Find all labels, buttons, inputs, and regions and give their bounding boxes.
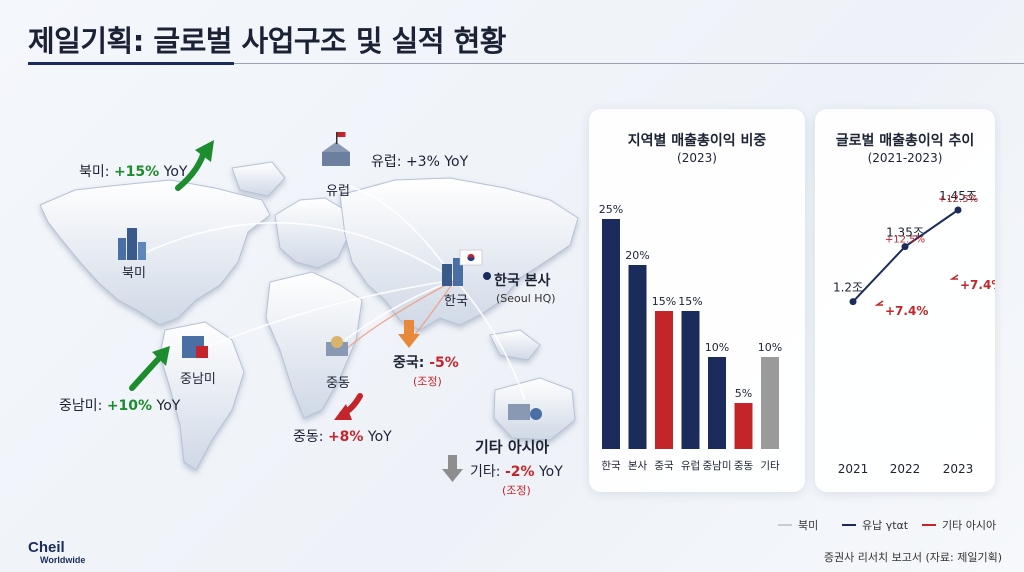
legend-label: 유납 γtαt (862, 519, 909, 532)
bar-value-label: 15% (678, 295, 702, 308)
line-chart-title: 글로벌 매출총이익 추이 (835, 133, 975, 149)
data-point (901, 243, 909, 251)
other-asia-building-icon (508, 404, 542, 420)
europe-building-icon (322, 132, 350, 166)
bar (761, 357, 779, 449)
bar (708, 357, 726, 449)
landmass-europe (274, 197, 351, 269)
other-down-arrow-icon (442, 455, 463, 482)
point-value-label: 1.45조 (939, 189, 977, 203)
region-label-korea: 한국 (444, 294, 468, 309)
world-map (39, 132, 579, 482)
hq-name: 한국 본사 (494, 273, 551, 289)
legend-label: 기타 아시아 (942, 519, 997, 532)
line-chart-subtitle: (2021-2023) (867, 151, 943, 165)
china-down-arrow-icon (398, 320, 420, 348)
bar-chart: 25% 한국 20% 본사 15% 중국 15% 유럽 10% 중남미 5% 중동 10% 기타 (599, 203, 782, 472)
growth-north-america: 북미: +15% YoY (79, 164, 188, 180)
data-point (849, 298, 857, 306)
landmass-southeast-asia (489, 329, 541, 361)
latin-america-building-icon (182, 336, 208, 358)
point-value-label: 1.2조 (833, 281, 863, 295)
x-tick-label: 2023 (943, 462, 974, 476)
bar-value-label: 25% (599, 203, 623, 216)
bar-chart-title: 지역별 매출총이익 비중 (627, 133, 767, 149)
cheil-logo: Cheil Worldwide (28, 539, 86, 565)
legend-swatch (922, 524, 936, 526)
bar-value-label: 10% (758, 341, 782, 354)
bar (628, 265, 647, 449)
middle-east-up-arrow-icon (334, 393, 363, 420)
region-label-latin-america: 중남미 (180, 372, 216, 387)
growth-label: +12.5% (885, 235, 925, 246)
landmass-north-america (39, 179, 271, 326)
region-label-europe: 유럽 (326, 184, 350, 199)
x-tick-label: 중동 (734, 460, 754, 472)
x-tick-label: 중남미 (703, 460, 732, 472)
title-divider (28, 63, 1024, 64)
landmass-africa (265, 271, 363, 419)
data-point (954, 206, 962, 214)
x-tick-label: 중국 (654, 460, 674, 472)
growth-middle-east: 중동: +8% YoY (293, 429, 392, 445)
line-chart: 1.2조 2021 1.35조 2022 1.45조 2023 +12.5% +12.5% +7… (833, 189, 995, 476)
growth-marker (874, 300, 884, 306)
x-tick-label: 2021 (838, 462, 869, 476)
growth-china-note: (조정) (413, 375, 442, 388)
source-note: 증권사 리서치 보고서 (자료: 제일기획) (823, 551, 1002, 564)
growth-europe: 유럽: +3% YoY (371, 154, 469, 170)
region-label-other-asia: 기타 아시아 (475, 438, 550, 456)
growth-marker (949, 274, 959, 280)
north-america-up-arrow-icon (175, 140, 214, 191)
legend-swatch (842, 524, 856, 526)
x-tick-label: 한국 (601, 460, 621, 472)
bar-value-label: 15% (652, 295, 676, 308)
korea-building-icon (442, 258, 463, 286)
north-america-building-icon (118, 228, 146, 260)
location-pin-icon (483, 272, 491, 280)
series-line (852, 209, 959, 303)
growth-china: 중국: -5% (393, 355, 459, 371)
middle-east-building-icon (326, 336, 348, 356)
legend-swatch (778, 524, 792, 526)
latin-america-up-arrow-icon (129, 346, 170, 391)
x-tick-label: 유럽 (681, 459, 700, 472)
bar (681, 311, 700, 449)
title-accent-bar (28, 62, 234, 65)
legend-label: 북미 (798, 519, 819, 532)
line-chart-card: 글로벌 매출총이익 추이 (2021-2023) 1.2조 2021 1.35조 20… (815, 109, 995, 492)
landmass-south-america (159, 321, 245, 471)
x-tick-label: 기타 (760, 460, 780, 472)
growth-other-note: (조정) (502, 484, 531, 497)
bar-chart-subtitle: (2023) (677, 151, 717, 165)
growth-other: 기타: -2% YoY (470, 464, 563, 480)
korea-flag-icon (459, 249, 483, 266)
legend-item-1: 유납 γtαt (842, 517, 908, 533)
page-title: 제일기획: 글로벌 사업구조 및 실적 현황 (28, 24, 506, 58)
bar-chart-card: 지역별 매출총이익 비중 (2023) 25% 한국 20% 본사 15% 중국 15% 유럽… (589, 109, 805, 492)
growth-latin-america: 중남미: +10% YoY (59, 398, 181, 414)
bar-value-label: 5% (735, 387, 752, 400)
x-tick-label: 본사 (628, 460, 648, 472)
bold-growth-label: +7.4% (960, 278, 995, 292)
bar (602, 219, 620, 449)
landmass-greenland (231, 161, 286, 197)
bold-growth-label: +7.4% (885, 304, 928, 318)
bar-value-label: 20% (625, 249, 649, 262)
region-label-middle-east: 중동 (326, 376, 350, 391)
hq-subtitle: (Seoul HQ) (496, 292, 556, 305)
x-tick-label: 2022 (890, 462, 921, 476)
bar (655, 311, 673, 449)
bar (734, 403, 753, 449)
bar-value-label: 10% (705, 341, 729, 354)
legend-item-2: 기타 아시아 (922, 517, 996, 533)
region-label-north-america: 북미 (122, 266, 146, 281)
point-value-label: 1.35조 (886, 226, 924, 240)
growth-label: +12.5% (938, 194, 978, 205)
legend-item-0: 북미 (778, 517, 818, 533)
